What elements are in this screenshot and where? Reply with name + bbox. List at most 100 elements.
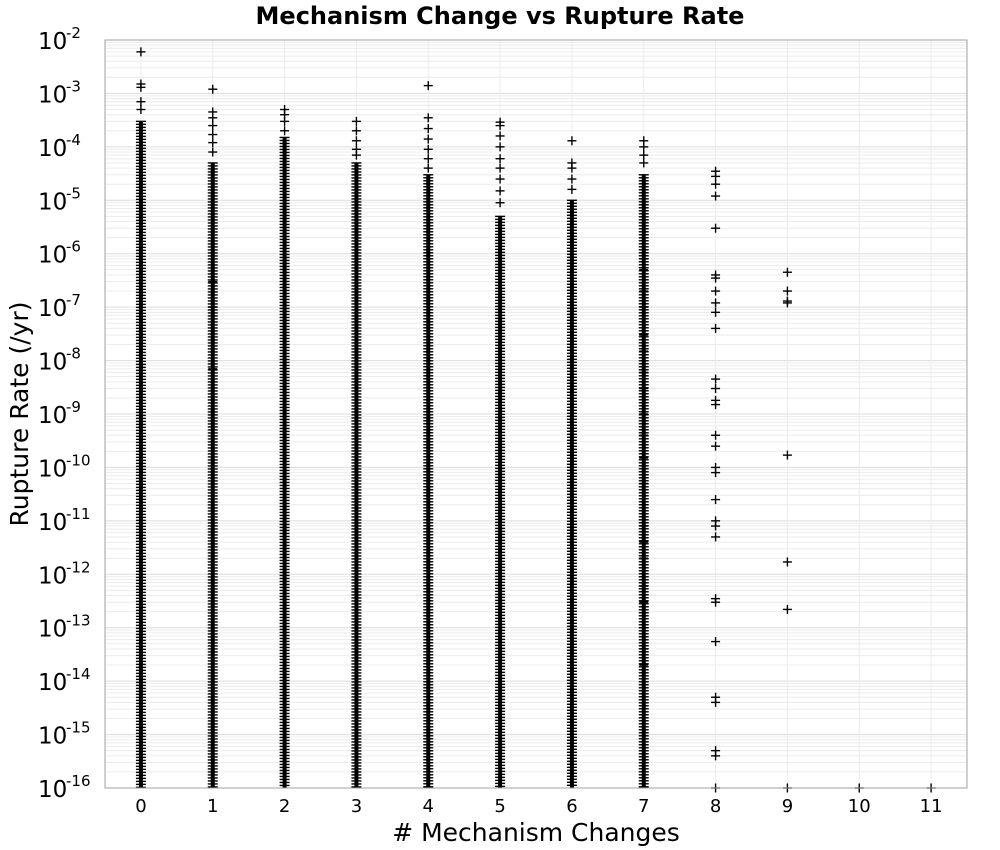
data-point (639, 384, 649, 394)
y-tick-label: 10-5 (38, 184, 81, 215)
y-tick-label: 10-11 (38, 505, 91, 536)
data-point (711, 179, 721, 189)
data-point (351, 150, 361, 160)
y-tick-exponent: -16 (66, 772, 91, 790)
data-point (423, 124, 433, 134)
data-point (782, 286, 792, 296)
y-tick-base: 10 (38, 29, 67, 55)
y-tick-exponent: -3 (66, 77, 81, 95)
data-point (711, 191, 721, 201)
data-point (208, 364, 218, 374)
data-point (639, 453, 649, 463)
data-point (208, 302, 218, 312)
data-point (136, 97, 146, 107)
data-point (639, 302, 649, 312)
y-tick-base: 10 (38, 243, 67, 269)
y-tick-exponent: -13 (66, 612, 91, 630)
data-point (567, 163, 577, 173)
x-tick-label: 7 (638, 796, 649, 817)
dense-band-ticks-x5 (495, 215, 506, 788)
dense-band-ticks-x1 (207, 162, 218, 788)
data-point (567, 184, 577, 194)
y-tick-base: 10 (38, 724, 67, 750)
data-point (639, 142, 649, 152)
y-tick-base: 10 (38, 82, 67, 108)
y-tick-exponent: -12 (66, 558, 91, 576)
data-point (495, 131, 505, 141)
dense-band-ticks-x0 (135, 120, 146, 789)
data-point (567, 136, 577, 146)
y-tick-base: 10 (38, 510, 67, 536)
data-point (495, 142, 505, 152)
y-tick-label: 10-10 (38, 451, 91, 482)
y-tick-exponent: -6 (66, 238, 81, 256)
x-tick-label: 5 (494, 796, 505, 817)
data-point (639, 430, 649, 440)
data-point (711, 495, 721, 505)
data-point (782, 450, 792, 460)
dense-band-ticks-x7 (638, 174, 649, 788)
data-point (711, 430, 721, 440)
y-tick-label: 10-15 (38, 719, 91, 750)
y-tick-base: 10 (38, 403, 67, 429)
data-point (136, 105, 146, 115)
y-tick-exponent: -4 (66, 131, 81, 149)
dense-band-ticks-x3 (351, 162, 362, 788)
y-tick-label: 10-12 (38, 558, 91, 589)
data-point (711, 298, 721, 308)
y-tick-label: 10-6 (38, 238, 81, 269)
points (136, 47, 936, 793)
y-tick-label: 10-7 (38, 291, 81, 322)
data-point (711, 532, 721, 542)
data-point (639, 254, 649, 264)
y-tick-label: 10-14 (38, 665, 91, 696)
data-point (639, 150, 649, 160)
data-point (639, 597, 649, 607)
y-tick-base: 10 (38, 670, 67, 696)
data-point (423, 144, 433, 154)
data-point (639, 409, 649, 419)
data-point (782, 298, 792, 308)
plot-area (104, 39, 968, 789)
data-point (711, 307, 721, 317)
data-point (639, 367, 649, 377)
data-point (208, 130, 218, 140)
data-point (711, 384, 721, 394)
x-tick-label: 8 (710, 796, 721, 817)
data-point (351, 136, 361, 146)
data-point (208, 121, 218, 131)
y-tick-exponent: -14 (66, 665, 91, 683)
y-tick-label: 10-16 (38, 772, 91, 803)
y-tick-exponent: -11 (66, 505, 91, 523)
grid (105, 39, 967, 789)
y-tick-label: 10-3 (38, 77, 81, 108)
y-tick-exponent: -8 (66, 345, 81, 363)
data-point (280, 126, 290, 136)
data-point (711, 171, 721, 181)
data-point (495, 174, 505, 184)
x-tick-label: 2 (279, 796, 290, 817)
dense-band-ticks-x4 (423, 174, 434, 788)
data-point (567, 174, 577, 184)
dense-band-ticks-x6 (566, 199, 577, 786)
data-point (208, 84, 218, 94)
data-point (208, 147, 218, 157)
x-tick-label: 1 (207, 796, 218, 817)
data-point (423, 113, 433, 123)
y-tick-label: 10-13 (38, 612, 91, 643)
y-tick-exponent: -2 (66, 24, 81, 42)
x-tick-labels: 0 1 2 3 4 5 6 7 8 9 10 11 (135, 796, 942, 817)
data-point (711, 374, 721, 384)
data-point (711, 697, 721, 707)
x-tick-label: 10 (848, 796, 871, 817)
data-point (711, 286, 721, 296)
x-tick-label: 0 (135, 796, 146, 817)
data-point (136, 47, 146, 57)
y-tick-exponent: -5 (66, 184, 81, 202)
data-point (639, 644, 649, 654)
data-point (495, 163, 505, 173)
data-point (208, 277, 218, 287)
y-tick-base: 10 (38, 296, 67, 322)
data-point (711, 751, 721, 761)
